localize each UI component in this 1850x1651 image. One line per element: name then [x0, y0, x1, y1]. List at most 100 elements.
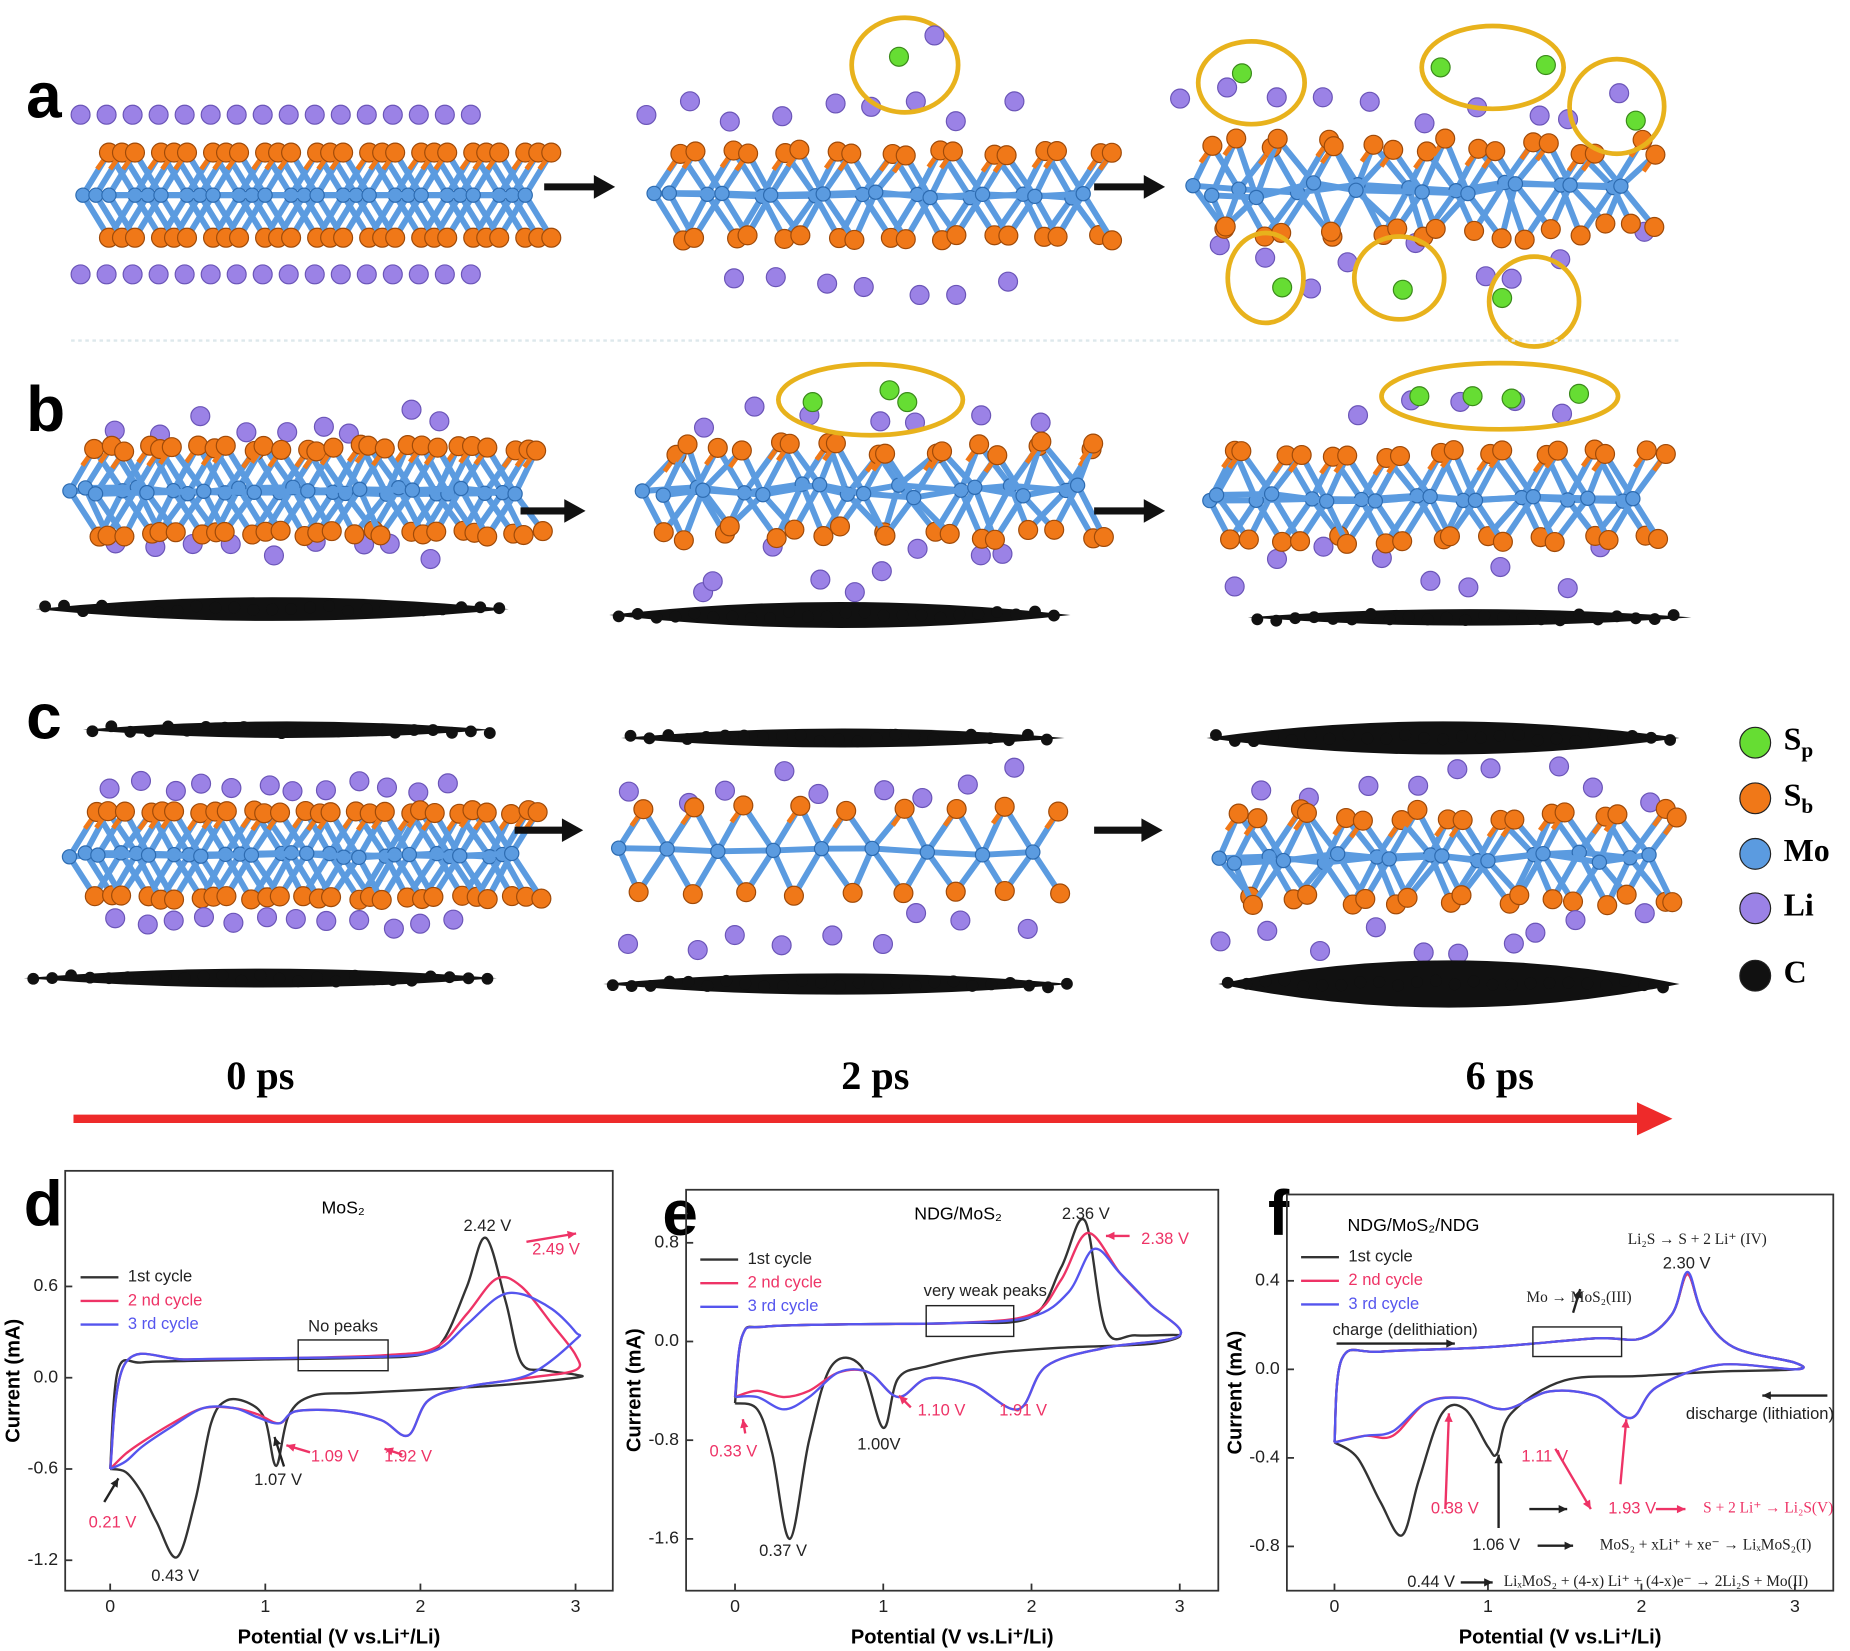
sb-atom: [1620, 213, 1641, 234]
c-atom: [1383, 613, 1396, 626]
c-atom: [757, 730, 769, 743]
li-atom: [315, 780, 336, 801]
sp-atom: [888, 46, 910, 67]
mo-atom: [309, 187, 325, 203]
sb-atom: [1392, 531, 1413, 552]
li-atom: [408, 264, 429, 285]
li-atom: [70, 104, 91, 125]
li-atom: [1503, 933, 1524, 954]
c-atom: [1459, 614, 1472, 627]
mo-atom: [1434, 848, 1450, 864]
mo-atom: [75, 187, 91, 203]
sb-atom: [1297, 884, 1318, 905]
c-atom: [928, 976, 941, 989]
c-atom: [1259, 975, 1272, 988]
sb-atom: [477, 889, 498, 910]
sb-atom: [1296, 802, 1317, 823]
bond: [1389, 852, 1443, 862]
li-atom: [193, 907, 215, 928]
li-atom: [822, 925, 843, 946]
x-tick-label: 3: [571, 1596, 581, 1616]
c-atom: [1524, 977, 1537, 990]
li-atom: [1414, 113, 1435, 134]
sb-atom: [1491, 228, 1512, 249]
sb-atom: [1323, 136, 1344, 157]
mo-atom: [453, 480, 469, 497]
sb-atom: [685, 141, 706, 162]
sb-atom: [844, 229, 865, 250]
sb-atom: [1389, 445, 1411, 467]
annotation: Li₂S → S + 2 Li⁺ (IV): [1628, 1231, 1767, 1248]
c-atom: [1629, 612, 1642, 625]
li-atom: [998, 271, 1019, 292]
mo-atom: [1318, 493, 1335, 509]
c-atom: [644, 980, 657, 992]
li-atom: [874, 780, 895, 801]
sb-atom: [1048, 801, 1069, 822]
legend-label: 3 rd cycle: [748, 1296, 819, 1315]
sb-atom: [477, 526, 498, 547]
li-atom: [356, 104, 377, 125]
legend-subscript: p: [1801, 738, 1813, 762]
mo-atom: [1263, 486, 1280, 502]
li-atom: [163, 910, 184, 931]
c-atom: [1607, 730, 1620, 743]
sb-atom: [1644, 216, 1665, 238]
mo-atom: [88, 187, 104, 203]
bond: [1233, 137, 1260, 199]
mo-atom: [919, 844, 936, 860]
li-atom: [1224, 576, 1245, 597]
legend-swatch: [1739, 782, 1772, 815]
sb-atom: [214, 521, 235, 542]
bond: [982, 191, 1035, 200]
bond: [1467, 180, 1516, 197]
mo-atom: [517, 187, 533, 203]
bond: [1562, 810, 1602, 864]
sb-atom: [1202, 135, 1223, 156]
sb-atom: [737, 225, 758, 246]
annotation-arrow-head: [110, 1478, 119, 1488]
c-atom: [121, 971, 134, 984]
mo-atom: [1275, 852, 1292, 869]
li-atom: [1358, 775, 1379, 797]
c-atom: [1323, 732, 1336, 745]
mo-atom: [153, 187, 169, 203]
mo-atom: [1185, 177, 1201, 194]
mo-atom: [765, 842, 781, 859]
annotation-arrow-head: [740, 1419, 749, 1429]
li-atom: [1525, 922, 1546, 943]
c-atom: [1448, 978, 1461, 991]
c-atom: [813, 735, 826, 747]
sb-atom: [1291, 444, 1312, 466]
c-atom: [707, 611, 720, 624]
li-atom: [137, 914, 158, 935]
bond: [238, 484, 293, 492]
sb-atom: [1595, 213, 1616, 234]
sb-atom: [1031, 431, 1052, 452]
li-atom: [1017, 918, 1038, 939]
sb-atom: [124, 142, 146, 163]
li-atom: [148, 264, 169, 285]
highlight-box: [1532, 1326, 1623, 1358]
li-atom: [1004, 91, 1025, 112]
bond: [200, 852, 252, 860]
c-atom: [720, 974, 733, 987]
legend-label: 1st cycle: [748, 1249, 812, 1268]
y-axis-label: Current (mA): [3, 1319, 25, 1443]
bond: [982, 849, 1034, 858]
li-atom: [1557, 578, 1578, 599]
sb-atom: [931, 441, 953, 462]
li-atom: [1609, 83, 1630, 104]
time-arrow-head: [1636, 1102, 1673, 1136]
sb-atom: [188, 435, 209, 456]
c-atom: [1380, 732, 1393, 745]
c-atom: [124, 725, 137, 738]
c-atom: [1619, 975, 1632, 987]
cv-curve: [733, 1247, 1183, 1411]
step-arrow-head: [1143, 499, 1166, 523]
step-arrow-head: [1143, 175, 1166, 199]
c-atom: [1221, 976, 1234, 989]
sb-atom: [1538, 133, 1559, 154]
y-tick-label: 0.4: [1255, 1270, 1280, 1290]
